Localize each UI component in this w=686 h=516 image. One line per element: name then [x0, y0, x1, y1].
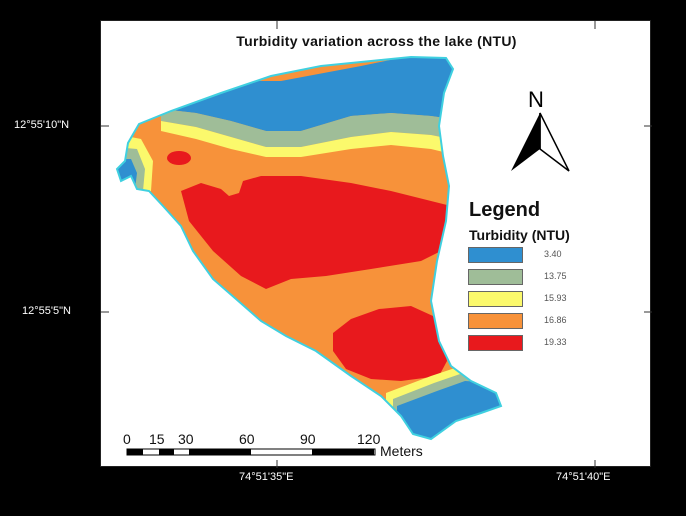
north-label: N — [528, 87, 544, 112]
scale-tick-90: 90 — [300, 431, 316, 447]
legend-item-label: 3.40 — [544, 249, 562, 259]
scale-tick-30: 30 — [178, 431, 194, 447]
lake-outline — [115, 55, 503, 441]
legend-item-label: 16.86 — [544, 315, 567, 325]
legend-title: Legend — [469, 199, 541, 221]
scale-unit: Meters — [380, 443, 423, 459]
north-arrow-icon — [511, 112, 570, 172]
legend-item-label: 19.33 — [544, 337, 567, 347]
latitude-label-bottom: 12°55'5"N — [22, 305, 71, 317]
map-title: Turbidity variation across the lake (NTU… — [236, 33, 517, 49]
scale-tick-120: 120 — [357, 431, 381, 447]
zone-19-33-central — [181, 176, 451, 289]
longitude-label-left: 74°51'35"E — [239, 471, 294, 483]
legend-swatch — [468, 247, 523, 263]
zone-3-40-south — [397, 381, 501, 439]
scale-bar — [126, 448, 376, 456]
map-canvas — [101, 21, 652, 468]
map-frame: Turbidity variation across the lake (NTU… — [100, 20, 652, 468]
zone-15-93-north — [161, 121, 481, 161]
legend-swatch — [468, 291, 523, 307]
zone-19-33-spot — [167, 151, 191, 165]
legend-swatch — [468, 335, 523, 351]
legend-item-label: 13.75 — [544, 271, 567, 281]
scale-tick-0: 0 — [123, 431, 131, 447]
latitude-label-top: 12°55'10"N — [14, 119, 70, 131]
legend-swatch — [468, 313, 523, 329]
legend-item-label: 15.93 — [544, 293, 567, 303]
scale-tick-15: 15 — [149, 431, 165, 447]
zone-13-75-north — [161, 109, 481, 147]
zone-19-33-south — [333, 306, 447, 381]
zone-3-40-north — [131, 57, 481, 131]
scale-tick-60: 60 — [239, 431, 255, 447]
legend-swatch — [468, 269, 523, 285]
legend-subtitle: Turbidity (NTU) — [469, 227, 570, 243]
longitude-label-right: 74°51'40"E — [556, 471, 611, 483]
